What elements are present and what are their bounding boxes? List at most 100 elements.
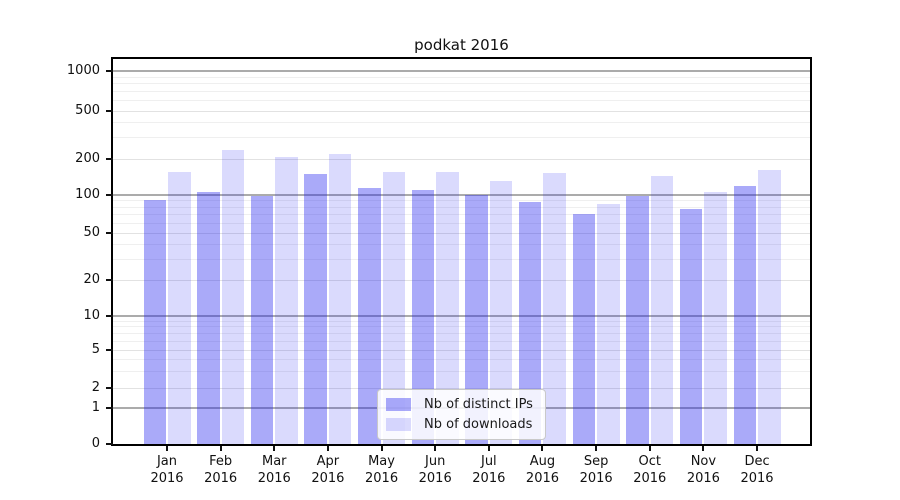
x-tick-label-aug: Aug 2016 [515, 453, 569, 487]
bar-ips-jun [411, 190, 435, 444]
bar-ips-oct [626, 196, 649, 444]
x-tick-label-mar: Mar 2016 [247, 453, 301, 487]
gridline-1000 [113, 70, 810, 72]
y-tick-2 [106, 387, 113, 389]
x-tick-oct [648, 446, 651, 451]
x-tick-year: 2016 [257, 471, 291, 486]
y-tick-1000 [106, 70, 113, 72]
x-tick-label-sep: Sep 2016 [569, 453, 623, 487]
gridline-200 [113, 158, 810, 160]
x-tick-label-may: May 2016 [355, 453, 409, 487]
x-tick-label-jun: Jun 2016 [408, 453, 462, 487]
bar-downloads-may [382, 172, 406, 444]
x-tick-month: Apr [316, 454, 340, 469]
plot-area: Nb of distinct IPs Nb of downloads [111, 57, 812, 446]
x-tick-label-oct: Oct 2016 [623, 453, 677, 487]
gridline-3 [113, 370, 810, 372]
y-tick-label-5: 5 [91, 342, 100, 357]
y-tick-label-0: 0 [91, 436, 100, 451]
y-tick-50 [106, 232, 113, 234]
x-tick-month: Nov [690, 454, 717, 469]
x-tick-year: 2016 [418, 471, 452, 486]
bar-downloads-aug [543, 173, 566, 444]
x-tick-label-jan: Jan 2016 [140, 453, 194, 487]
legend-swatch-downloads [386, 418, 411, 431]
gridline-800 [113, 83, 810, 85]
gridline-500 [113, 110, 810, 112]
x-tick-jun [434, 446, 437, 451]
x-tick-month: Oct [638, 454, 661, 469]
x-tick-month: Aug [529, 454, 556, 469]
bar-downloads-jun [436, 172, 459, 444]
legend-row-downloads: Nb of downloads [386, 417, 533, 432]
y-tick-label-50: 50 [83, 225, 100, 240]
x-tick-label-jul: Jul 2016 [462, 453, 516, 487]
bar-downloads-mar [275, 157, 298, 444]
x-tick-aug [541, 446, 544, 451]
y-tick-label-20: 20 [83, 272, 100, 287]
bar-ips-dec [733, 185, 757, 444]
legend: Nb of distinct IPs Nb of downloads [377, 389, 546, 440]
x-tick-month: Dec [744, 454, 770, 469]
x-tick-label-dec: Dec 2016 [730, 453, 784, 487]
y-tick-label-1000: 1000 [66, 63, 100, 78]
y-tick-500 [106, 110, 113, 112]
x-tick-year: 2016 [525, 471, 560, 486]
x-tick-year: 2016 [150, 471, 184, 486]
x-tick-sep [595, 446, 598, 451]
x-tick-jan [166, 446, 168, 451]
gridline-6 [113, 340, 810, 342]
bar-ips-aug [518, 202, 542, 444]
legend-label-downloads: Nb of downloads [424, 417, 533, 432]
x-tick-month: Jun [425, 454, 446, 469]
bar-ips-jul [465, 195, 488, 444]
bar-downloads-jul [489, 181, 513, 444]
bar-downloads-feb [221, 149, 245, 444]
x-tick-feb [219, 446, 222, 451]
x-tick-nov [702, 446, 705, 451]
gridline-100 [113, 194, 810, 196]
x-tick-year: 2016 [472, 471, 506, 486]
gridline-70 [113, 214, 810, 216]
legend-swatch-distinct-ips [386, 398, 411, 411]
bar-ips-feb [197, 191, 220, 444]
gridline-30 [113, 258, 810, 260]
gridline-2 [113, 387, 810, 389]
legend-row-distinct-ips: Nb of distinct IPs [386, 397, 533, 412]
x-tick-month: Sep [583, 454, 609, 469]
x-tick-month: May [368, 454, 395, 469]
x-tick-year: 2016 [311, 471, 345, 486]
gridline-400 [113, 122, 810, 124]
x-tick-month: Jan [156, 454, 178, 469]
gridline-4 [113, 358, 810, 360]
legend-label-distinct-ips: Nb of distinct IPs [424, 397, 533, 412]
y-tick-label-200: 200 [75, 151, 100, 166]
bar-downloads-jan [168, 172, 191, 444]
x-tick-may [380, 446, 383, 451]
bar-ips-mar [250, 196, 274, 444]
y-tick-5 [106, 349, 113, 351]
gridline-80 [113, 206, 810, 208]
y-tick-label-100: 100 [75, 187, 100, 202]
y-tick-label-10: 10 [83, 308, 100, 323]
x-tick-mar [273, 446, 276, 451]
x-tick-month: Mar [262, 454, 287, 469]
gridline-90 [113, 200, 810, 202]
x-tick-year: 2016 [686, 471, 720, 486]
y-tick-label-2: 2 [91, 380, 100, 395]
bar-downloads-oct [650, 176, 674, 444]
x-tick-label-feb: Feb 2016 [194, 453, 248, 487]
gridline-40 [113, 243, 810, 245]
bar-downloads-sep [597, 203, 620, 444]
bars-layer [113, 59, 810, 444]
gridline-5 [113, 349, 810, 351]
gridline-7 [113, 332, 810, 334]
y-tick-label-500: 500 [75, 103, 100, 118]
bar-downloads-apr [328, 153, 352, 444]
y-tick-20 [106, 279, 113, 281]
x-tick-jul [487, 446, 490, 451]
gridline-900 [113, 76, 810, 78]
chart-title: podkat 2016 [414, 36, 509, 54]
gridline-600 [113, 99, 810, 101]
